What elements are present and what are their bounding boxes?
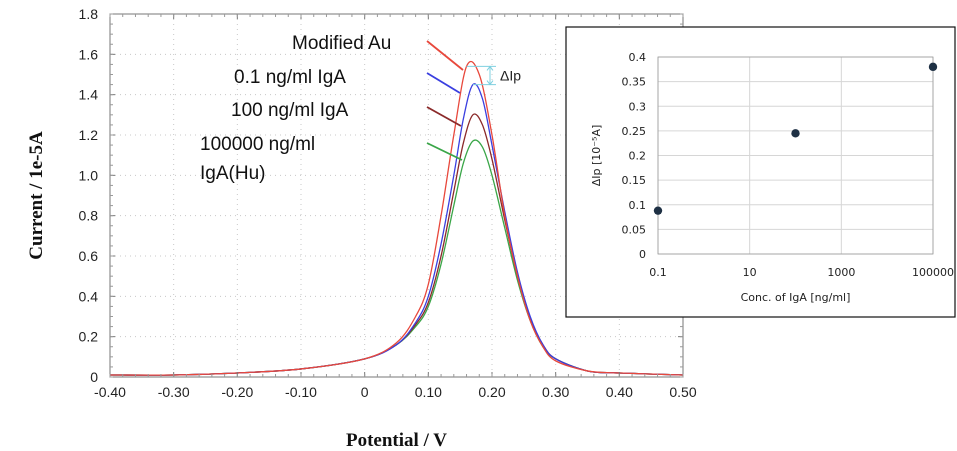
y-tick-label: 0.4 [79, 288, 99, 304]
legend-leader-line [426, 106, 462, 127]
inset-border [565, 26, 956, 318]
y-tick-label: 0 [90, 369, 98, 385]
y-tick-label: 0.2 [79, 329, 99, 345]
legend-label: IgA(Hu) [200, 163, 265, 184]
main-x-tick-labels: -0.40 -0.30 -0.20 -0.10 0 0.10 0.20 0.30 0.40 0.5… [94, 384, 697, 400]
x-tick-label: 0.50 [669, 384, 696, 400]
y-tick-label: 1.6 [79, 46, 99, 62]
delta-ip-annotation: ΔIp [466, 65, 521, 86]
delta-ip-label: ΔIp [500, 68, 521, 84]
inset-y-tick-label: 0.35 [622, 76, 647, 89]
inset-y-tick-label: 0.1 [629, 199, 647, 212]
inset-y-tick-label: 0.25 [622, 125, 647, 138]
legend-leader-line [426, 40, 464, 71]
inset-y-tick-labels: 0 0.05 0.1 0.15 0.2 0.25 0.3 0.35 0.4 [622, 51, 647, 261]
x-tick-label: 0.30 [542, 384, 569, 400]
inset-plot-frame [657, 56, 934, 255]
inset-y-tick-label: 0 [639, 248, 646, 261]
x-tick-label: -0.30 [158, 384, 190, 400]
x-tick-label: -0.20 [221, 384, 253, 400]
x-tick-label: 0.20 [478, 384, 505, 400]
y-tick-label: 1.0 [79, 167, 99, 183]
inset-x-tick-label: 1000 [827, 266, 855, 279]
inset-data-point [791, 129, 800, 138]
x-tick-label: 0.40 [606, 384, 633, 400]
inset-points [653, 62, 938, 215]
main-series [109, 60, 684, 376]
legend-label: 100 ng/ml IgA [231, 100, 349, 121]
delta-ip-arrow-down [486, 80, 494, 86]
series-line-0 [109, 60, 684, 376]
x-tick-label: -0.10 [285, 384, 317, 400]
y-axis-title: Current / 1e-5A [26, 131, 47, 260]
legend-label: 0.1 ng/ml IgA [234, 67, 346, 88]
delta-ip-arrow-up [486, 65, 494, 71]
y-tick-label: 1.2 [79, 127, 99, 143]
legend-label: Modified Au [292, 33, 391, 54]
inset-data-point [653, 206, 663, 215]
inset-x-axis-title: Conc. of IgA [ng/ml] [741, 291, 851, 304]
x-tick-label: -0.40 [94, 384, 126, 400]
y-tick-label: 1.4 [79, 87, 99, 103]
inset-y-tick-label: 0.2 [629, 150, 647, 163]
inset-data-point [928, 62, 938, 72]
y-tick-label: 1.8 [79, 6, 99, 22]
inset-x-tick-label: 0.1 [649, 266, 667, 279]
inset-y-tick-label: 0.05 [622, 223, 647, 236]
inset-y-tick-label: 0.3 [629, 100, 647, 113]
legend-leader-line [426, 142, 463, 161]
inset-y-axis-title: ΔIp [10⁻⁵A] [590, 125, 603, 187]
legend: Modified Au 0.1 ng/ml IgA 100 ng/ml IgA 100… [200, 33, 464, 184]
inset-x-tick-label: 100000 [912, 266, 954, 279]
x-tick-label: 0 [361, 384, 369, 400]
inset-x-tick-label: 10 [743, 266, 757, 279]
x-axis-title: Potential / V [346, 430, 447, 451]
y-tick-label: 0.6 [79, 248, 99, 264]
main-y-tick-labels: 0 0.2 0.4 0.6 0.8 1.0 1.2 1.4 1.6 1.8 [79, 6, 99, 385]
x-tick-label: 0.10 [415, 384, 442, 400]
legend-leader-line [426, 72, 461, 94]
inset-y-tick-label: 0.15 [622, 174, 647, 187]
inset-chart: 0.1 10 1000 100000 0 0.05 0.1 0.15 0.2 0.25 0.3 0.… [565, 26, 956, 318]
y-tick-label: 0.8 [79, 208, 99, 224]
inset-x-tick-labels: 0.1 10 1000 100000 [649, 266, 954, 279]
inset-y-tick-label: 0.4 [629, 51, 647, 64]
legend-label: 100000 ng/ml [200, 134, 315, 155]
